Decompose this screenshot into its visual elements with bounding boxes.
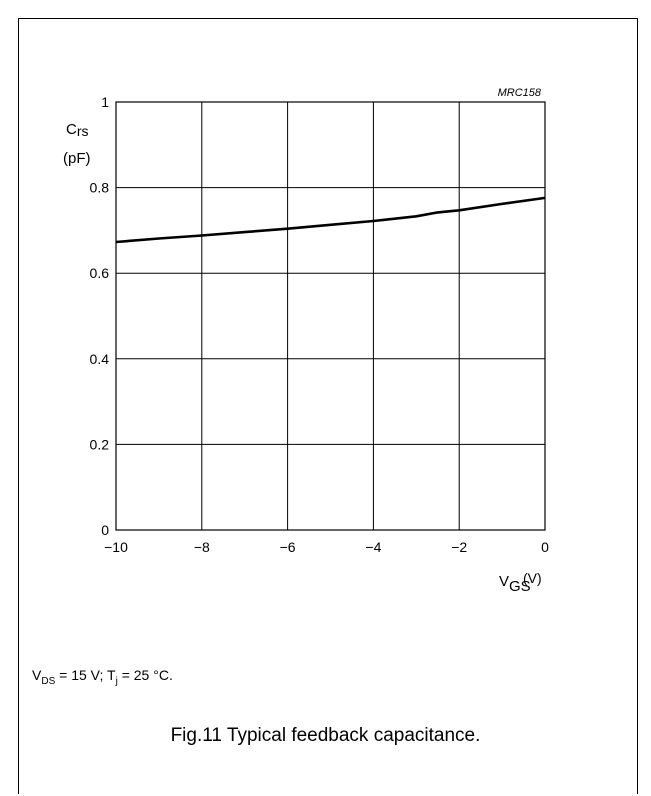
- y-axis-unit: (pF): [63, 150, 91, 167]
- x-axis-subscript: GS: [509, 578, 531, 595]
- x-axis-unit: (V): [523, 570, 542, 586]
- y-axis-symbol: C: [66, 121, 77, 138]
- plot-area: [115, 101, 546, 531]
- figure-border: [18, 18, 638, 794]
- series-line: [115, 196, 546, 244]
- figure-code: MRC158: [498, 87, 542, 99]
- x-axis-symbol: V: [499, 573, 509, 590]
- y-tick-label: 0: [101, 522, 109, 538]
- x-tick-label: −8: [194, 539, 210, 555]
- test-conditions: VDS = 15 V; Tj = 25 °C.: [32, 667, 173, 687]
- x-axis-label: VGS: [499, 573, 531, 595]
- grid: [115, 101, 546, 531]
- vds-symbol: V: [32, 667, 42, 683]
- y-axis-label: Crs: [66, 121, 89, 139]
- y-tick-label: 0.8: [90, 180, 110, 196]
- x-tick-label: −4: [365, 539, 381, 555]
- y-tick-label: 0.6: [90, 265, 110, 281]
- y-tick-label: 1: [101, 94, 109, 110]
- tj-subscript: j: [115, 675, 118, 687]
- series-layer: [115, 196, 546, 244]
- x-tick-label: −2: [451, 539, 467, 555]
- y-tick-label: 0.2: [90, 436, 110, 452]
- ticks: −10 −8 −6 −4 −2 0 0 0.2 0.4 0.6 0.8 1: [90, 94, 550, 555]
- y-axis-subscript: rs: [77, 123, 89, 139]
- x-tick-label: −10: [104, 539, 128, 555]
- figure-caption: Fig.11 Typical feedback capacitance.: [170, 725, 481, 746]
- tj-value: = 25 °C.: [117, 667, 173, 683]
- x-tick-label: −6: [280, 539, 296, 555]
- vds-subscript: DS: [41, 675, 56, 687]
- y-tick-label: 0.4: [90, 351, 110, 367]
- x-tick-label: 0: [541, 539, 549, 555]
- vds-value: = 15 V; T: [55, 667, 116, 683]
